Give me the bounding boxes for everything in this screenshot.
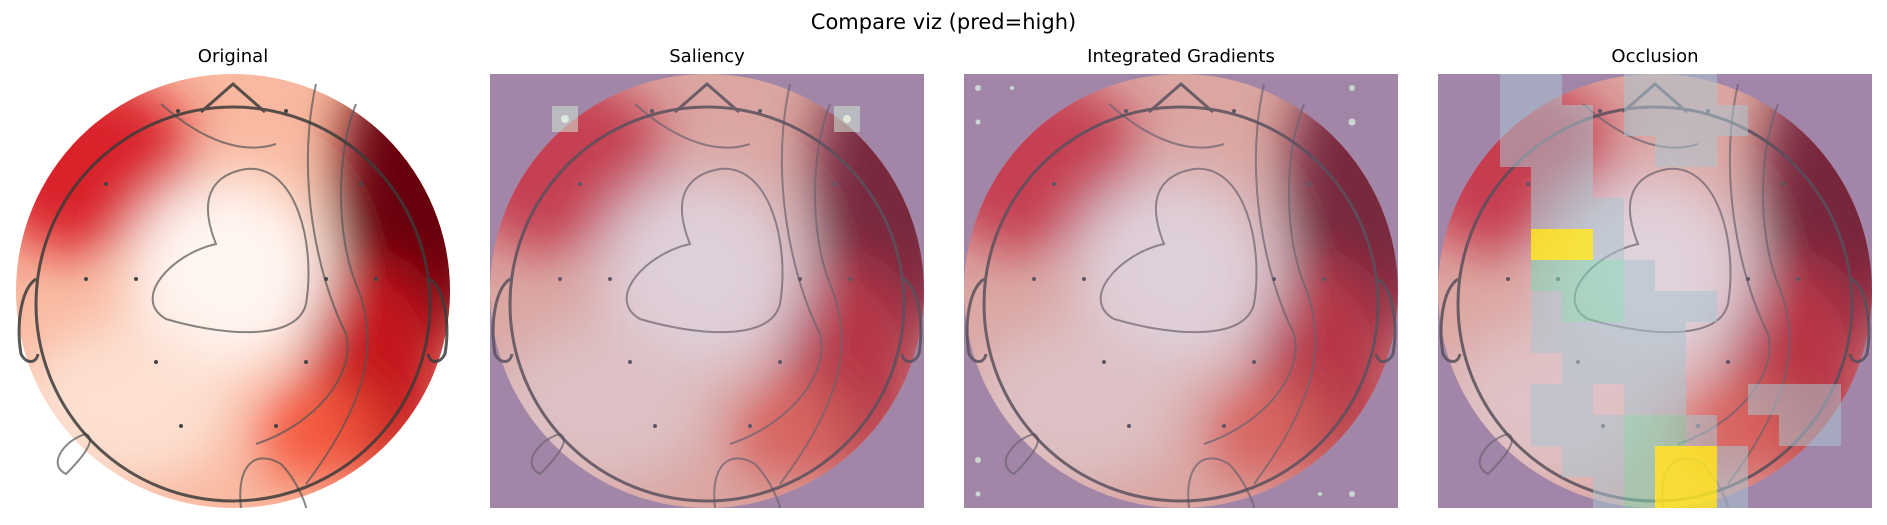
figure-title: Compare viz (pred=high) [810,10,1077,34]
topomap-occlusion [1438,74,1872,508]
ig-speckles [975,85,1356,497]
electrode-markers [558,109,852,428]
panel-occlusion: Occlusion [1438,44,1872,508]
panel-title-integrated-gradients: Integrated Gradients [1087,46,1275,67]
panel-original: Original [16,44,450,508]
topomap-original [16,74,450,508]
panel-title-original: Original [197,46,269,67]
panel-title-saliency: Saliency [669,46,745,67]
saliency-overlay [490,74,924,508]
ig-overlay [964,74,1398,508]
saliency-hotspots [552,106,860,132]
panel-integrated-gradients: Integrated Gradients [964,44,1398,508]
head-outline [17,82,449,503]
head-outline [491,82,923,503]
topomap-integrated-gradients [964,74,1398,508]
electrode-markers [1032,109,1326,428]
occlusion-grid [1500,74,1841,508]
topomap-saliency [490,74,924,508]
panel-title-occlusion: Occlusion [1611,46,1699,67]
electrode-markers [84,109,378,428]
head-outline [965,82,1397,503]
heatmap [16,74,450,508]
panel-saliency: Saliency [490,44,924,508]
